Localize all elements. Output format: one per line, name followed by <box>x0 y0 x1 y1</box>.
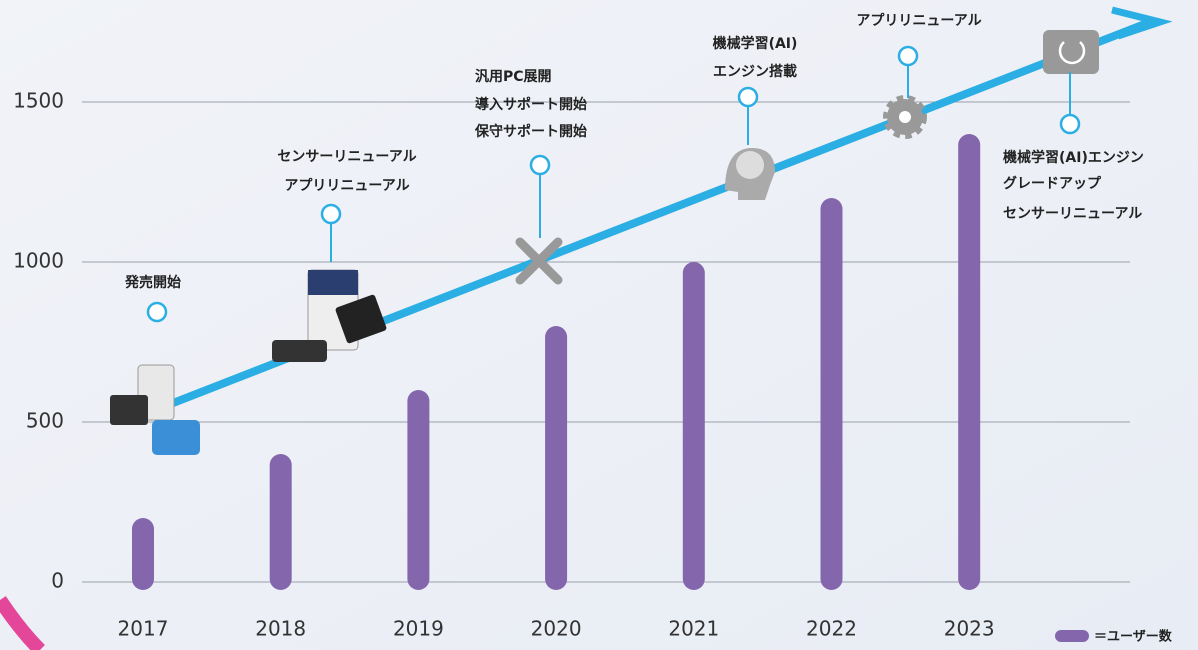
legend-label: ＝ユーザー数 <box>1094 629 1173 645</box>
bar <box>683 262 705 590</box>
y-tick-label: 500 <box>26 409 64 433</box>
annotation: 保守サポート開始 <box>474 123 587 140</box>
x-tick-label: 2023 <box>944 617 995 641</box>
annotation: アプリリニューアル <box>284 178 409 194</box>
annotation: 汎用PC展開 <box>475 68 552 85</box>
annotation: グレードアップ <box>1003 175 1102 192</box>
annotation: 機械学習(AI)エンジン <box>1003 149 1144 166</box>
x-tick-label: 2021 <box>668 617 719 641</box>
annotation: 発売開始 <box>124 274 181 291</box>
x-tick-label: 2020 <box>531 617 582 641</box>
annotation: センサーリニューアル <box>1003 206 1142 222</box>
y-tick-label: 0 <box>51 569 64 593</box>
bar <box>958 134 980 590</box>
annotation-dot <box>322 205 340 223</box>
x-tick-label: 2018 <box>255 617 306 641</box>
bar <box>132 518 154 590</box>
x-tick-label: 2017 <box>118 617 169 641</box>
annotation-dot <box>899 47 917 65</box>
gear-icon <box>887 99 923 135</box>
annotation: アプリリニューアル <box>856 13 981 29</box>
bar <box>821 198 843 590</box>
annotation: 導入サポート開始 <box>475 96 587 113</box>
annotation: 機械学習(AI) <box>713 35 798 52</box>
background <box>0 0 1198 650</box>
y-tick-label: 1500 <box>13 89 64 113</box>
x-tick-label: 2019 <box>393 617 444 641</box>
annotation-dot <box>531 156 549 174</box>
x-tick-label: 2022 <box>806 617 857 641</box>
annotation: センサーリニューアル <box>277 149 416 165</box>
bar <box>270 454 292 590</box>
bar <box>407 390 429 590</box>
legend-swatch <box>1055 630 1089 642</box>
reload-icon <box>1043 30 1099 74</box>
chart: 0 500 1000 1500 2017 2018 2019 2020 2021 2022 2023… <box>0 0 1198 650</box>
annotation-dot <box>1061 115 1079 133</box>
annotation: エンジン搭載 <box>713 63 797 80</box>
y-tick-label: 1000 <box>13 249 64 273</box>
annotation-dot <box>148 303 166 321</box>
bar <box>545 326 567 590</box>
annotation-dot <box>739 88 757 106</box>
